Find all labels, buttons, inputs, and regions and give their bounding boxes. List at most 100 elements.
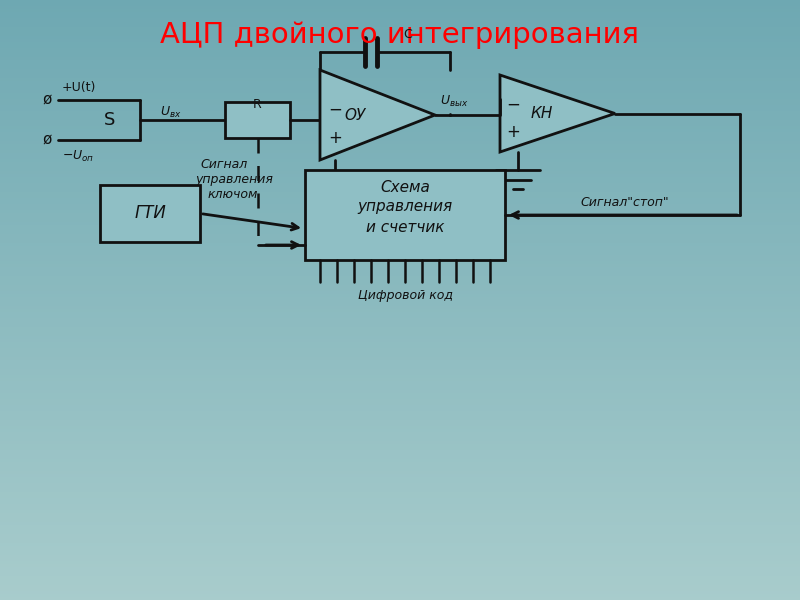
Bar <box>0 102 800 105</box>
Bar <box>0 507 800 510</box>
Bar <box>0 300 800 303</box>
Text: +U(t): +U(t) <box>62 82 96 94</box>
Text: ø: ø <box>42 92 51 107</box>
Bar <box>0 510 800 513</box>
Text: Схема: Схема <box>380 179 430 194</box>
Bar <box>0 192 800 195</box>
Bar <box>0 39 800 42</box>
Bar <box>0 240 800 243</box>
Bar <box>0 447 800 450</box>
Bar <box>0 504 800 507</box>
Bar <box>0 147 800 150</box>
Bar <box>0 135 800 138</box>
Bar <box>0 558 800 561</box>
Bar <box>0 591 800 594</box>
Bar <box>0 537 800 540</box>
Bar <box>0 438 800 441</box>
Bar <box>0 249 800 252</box>
Bar <box>0 330 800 333</box>
Bar <box>0 63 800 66</box>
Bar <box>0 219 800 222</box>
Bar <box>0 99 800 102</box>
Bar <box>0 390 800 393</box>
Bar <box>0 357 800 360</box>
Bar <box>0 51 800 54</box>
Bar <box>0 453 800 456</box>
Bar <box>0 570 800 573</box>
Bar <box>0 225 800 228</box>
Bar <box>0 198 800 201</box>
Bar <box>0 534 800 537</box>
Bar <box>0 243 800 246</box>
Bar <box>0 213 800 216</box>
Bar <box>0 162 800 165</box>
Bar <box>0 498 800 501</box>
Bar <box>0 327 800 330</box>
Bar <box>0 294 800 297</box>
Bar <box>0 309 800 312</box>
Bar <box>0 75 800 78</box>
Bar <box>0 27 800 30</box>
Bar <box>0 471 800 474</box>
Bar <box>0 456 800 459</box>
Bar <box>0 21 800 24</box>
Bar <box>0 84 800 87</box>
Bar <box>0 129 800 132</box>
Bar <box>0 375 800 378</box>
Bar <box>0 48 800 51</box>
Bar <box>0 528 800 531</box>
Bar <box>0 477 800 480</box>
Text: Сигнал"стоп": Сигнал"стоп" <box>580 196 669 209</box>
Bar <box>0 546 800 549</box>
Bar <box>0 66 800 69</box>
Bar <box>0 186 800 189</box>
Bar <box>0 267 800 270</box>
Text: R: R <box>253 97 262 110</box>
Bar <box>0 12 800 15</box>
Bar <box>0 588 800 591</box>
Text: C: C <box>403 28 412 40</box>
Bar <box>0 204 800 207</box>
Text: ключом: ключом <box>208 188 258 202</box>
Bar <box>0 315 800 318</box>
Bar <box>0 258 800 261</box>
Bar <box>0 231 800 234</box>
Bar <box>0 549 800 552</box>
Bar <box>0 165 800 168</box>
Bar <box>0 306 800 309</box>
Bar <box>0 339 800 342</box>
Bar <box>0 207 800 210</box>
Bar <box>0 15 800 18</box>
Bar <box>0 345 800 348</box>
Bar <box>0 351 800 354</box>
Bar <box>0 36 800 39</box>
Text: и счетчик: и счетчик <box>366 220 444 235</box>
Bar <box>0 366 800 369</box>
Text: управления: управления <box>195 173 273 187</box>
Bar <box>0 426 800 429</box>
Bar <box>0 69 800 72</box>
Bar <box>0 522 800 525</box>
Bar <box>0 318 800 321</box>
Bar <box>0 555 800 558</box>
Bar <box>0 171 800 174</box>
Text: АЦП двойного интегрирования: АЦП двойного интегрирования <box>161 21 639 49</box>
Bar <box>0 561 800 564</box>
Bar <box>0 234 800 237</box>
Bar <box>0 582 800 585</box>
Bar <box>0 519 800 522</box>
Bar <box>0 228 800 231</box>
Bar <box>0 303 800 306</box>
Bar <box>305 170 505 260</box>
Polygon shape <box>500 75 615 152</box>
Bar <box>0 360 800 363</box>
Bar <box>0 420 800 423</box>
Bar <box>0 150 800 153</box>
Bar <box>0 459 800 462</box>
Bar <box>0 531 800 534</box>
Bar <box>0 513 800 516</box>
Bar <box>0 141 800 144</box>
Bar <box>0 465 800 468</box>
Bar <box>0 246 800 249</box>
Bar <box>0 342 800 345</box>
